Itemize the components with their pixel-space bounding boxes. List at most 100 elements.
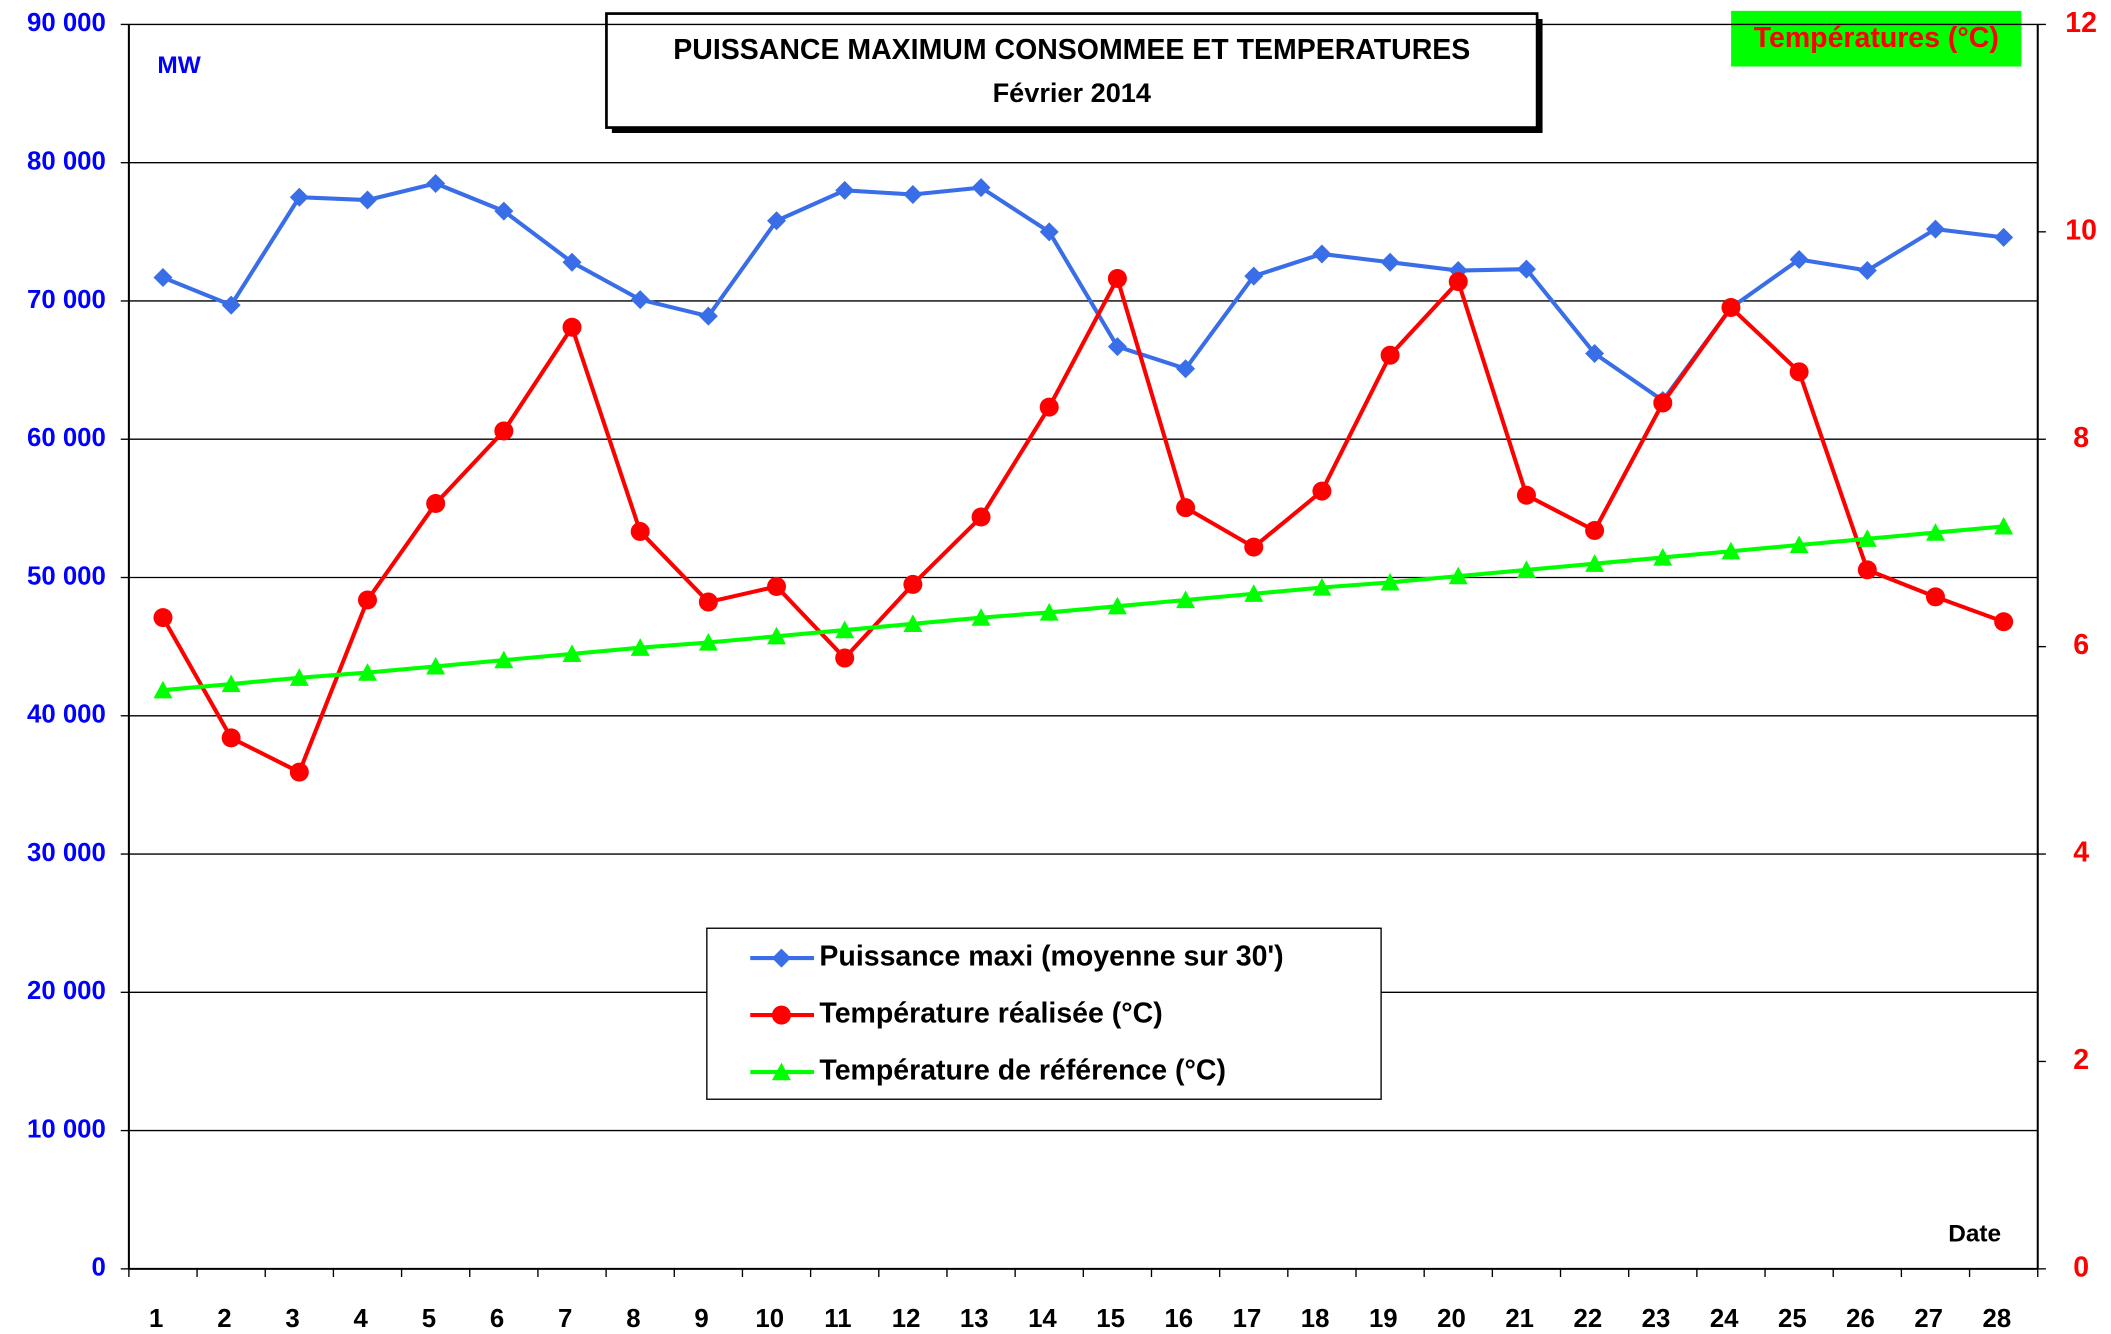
point [1448,272,1468,292]
legend-marker [771,1005,791,1025]
x-tick-label: 1 [149,1305,163,1333]
y2-tick-label: 0 [2073,1251,2089,1283]
x-tick-label: 28 [1983,1305,2012,1333]
point [1721,541,1741,560]
point [1244,266,1264,286]
point [1653,547,1673,566]
point [1107,596,1127,615]
point [1039,602,1059,621]
point [562,317,582,337]
point [494,650,514,669]
x-tick-label: 20 [1437,1305,1466,1333]
point [1380,252,1400,272]
point [562,644,582,663]
y2-axis-label: Températures (°C) [1754,22,1999,54]
point [903,614,923,632]
point [971,507,991,527]
y2-tick-label: 2 [2073,1044,2089,1076]
point [357,190,377,210]
y-tick-label: 50 000 [27,562,106,590]
x-tick-label: 7 [558,1305,572,1333]
x-tick-label: 15 [1096,1305,1125,1333]
point [221,728,241,748]
x-tick-label: 9 [694,1305,708,1333]
point [1585,344,1605,364]
point [630,522,650,542]
y-tick-label: 70 000 [27,286,106,314]
point [1585,554,1605,572]
point [767,211,787,231]
point [1448,566,1468,585]
point [1244,584,1264,602]
point [767,626,787,645]
point [1789,249,1809,269]
x-tick-label: 22 [1573,1305,1602,1333]
point [971,608,991,626]
point [1312,244,1332,264]
point [630,290,650,310]
point [494,421,514,441]
x-tick-label: 27 [1914,1305,1943,1333]
series-line [162,524,2004,693]
x-tick-label: 13 [960,1305,989,1333]
point [426,656,446,675]
point [903,574,923,594]
point [1994,612,2014,632]
series [153,268,2014,782]
point [1244,537,1264,557]
point [357,590,377,610]
legend-label: Température réalisée (°C) [819,998,1162,1030]
x-tick-label: 10 [755,1305,784,1333]
point [1176,498,1196,518]
y-tick-label: 60 000 [27,424,106,452]
point [1039,397,1059,417]
y-tick-label: 40 000 [27,701,106,729]
point [357,663,377,681]
x-tick-label: 17 [1233,1305,1262,1333]
point [562,252,582,272]
point [1312,481,1332,501]
point [698,306,718,326]
x-tick-label: 25 [1778,1305,1807,1333]
y2-tick-label: 6 [2073,629,2089,661]
legend-marker [771,1062,791,1081]
y2-label-box [1731,10,2022,67]
x-tick-label: 18 [1301,1305,1330,1333]
y-tick-label: 30 000 [27,839,106,867]
y-tick-label: 0 [91,1254,105,1282]
point [835,648,855,668]
chart-title: PUISSANCE MAXIMUM CONSOMMEE ET TEMPERATU… [673,34,1470,66]
point [1516,485,1536,505]
point [1176,590,1196,609]
point [1789,362,1809,382]
x-tick-label: 12 [892,1305,921,1333]
point [1039,222,1059,242]
x-axis-label: Date [1948,1220,2001,1247]
x-tick-label: 14 [1028,1305,1057,1333]
point [1721,298,1741,318]
y-axis-label: MW [157,52,201,79]
point [903,185,923,204]
point [1585,520,1605,540]
point [1994,227,2014,247]
legend-marker [771,948,791,968]
x-tick-label: 19 [1369,1305,1398,1333]
x-tick-label: 16 [1164,1305,1193,1333]
y-tick-label: 90 000 [27,9,106,37]
title-box [605,12,1539,129]
point [153,680,173,699]
point [153,267,173,287]
point [1857,529,1877,547]
point [698,632,718,651]
point [1925,219,1945,239]
point [630,638,650,656]
point [1789,535,1809,554]
x-tick-label: 26 [1846,1305,1875,1333]
point [835,180,855,200]
point [289,668,309,686]
point [1857,560,1877,580]
point [153,608,173,628]
series-line [161,273,2005,775]
